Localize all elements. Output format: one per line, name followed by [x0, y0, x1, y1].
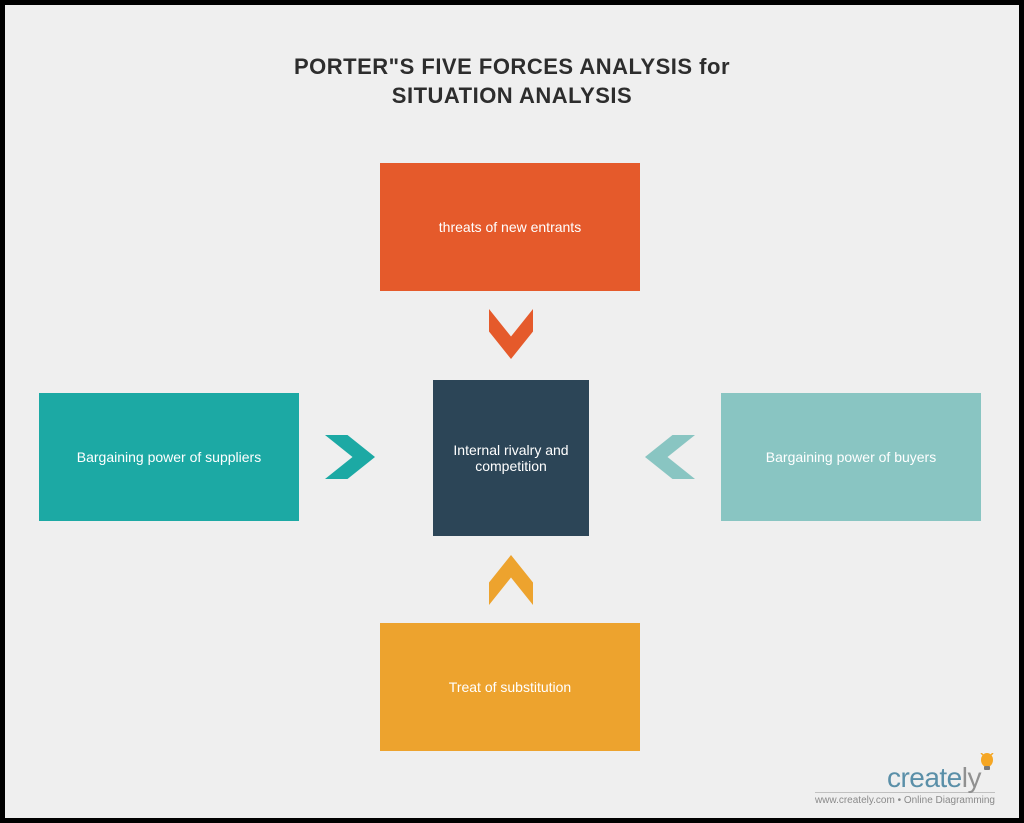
- brand-part1: create: [887, 762, 962, 793]
- node-center-label: Internal rivalry and competition: [443, 442, 579, 474]
- node-center: Internal rivalry and competition: [433, 380, 589, 536]
- node-top: threats of new entrants: [380, 163, 640, 291]
- footer-logo: creately www.creately.com • Online Diagr…: [815, 762, 995, 806]
- arrow-bottom: [489, 555, 533, 605]
- bulb-icon: [979, 748, 995, 780]
- arrow-right: [645, 435, 695, 479]
- diagram-canvas: PORTER"S FIVE FORCES ANALYSIS for SITUAT…: [5, 5, 1019, 818]
- node-right: Bargaining power of buyers: [721, 393, 981, 521]
- node-bottom: Treat of substitution: [380, 623, 640, 751]
- node-left: Bargaining power of suppliers: [39, 393, 299, 521]
- diagram-title: PORTER"S FIVE FORCES ANALYSIS for SITUAT…: [294, 53, 730, 110]
- brand-text: creately: [815, 762, 995, 794]
- node-bottom-label: Treat of substitution: [449, 679, 571, 695]
- node-left-label: Bargaining power of suppliers: [77, 449, 261, 465]
- arrow-left: [325, 435, 375, 479]
- node-top-label: threats of new entrants: [439, 219, 581, 235]
- brand-tagline: www.creately.com • Online Diagramming: [815, 792, 995, 806]
- arrow-top: [489, 309, 533, 359]
- node-right-label: Bargaining power of buyers: [766, 449, 936, 465]
